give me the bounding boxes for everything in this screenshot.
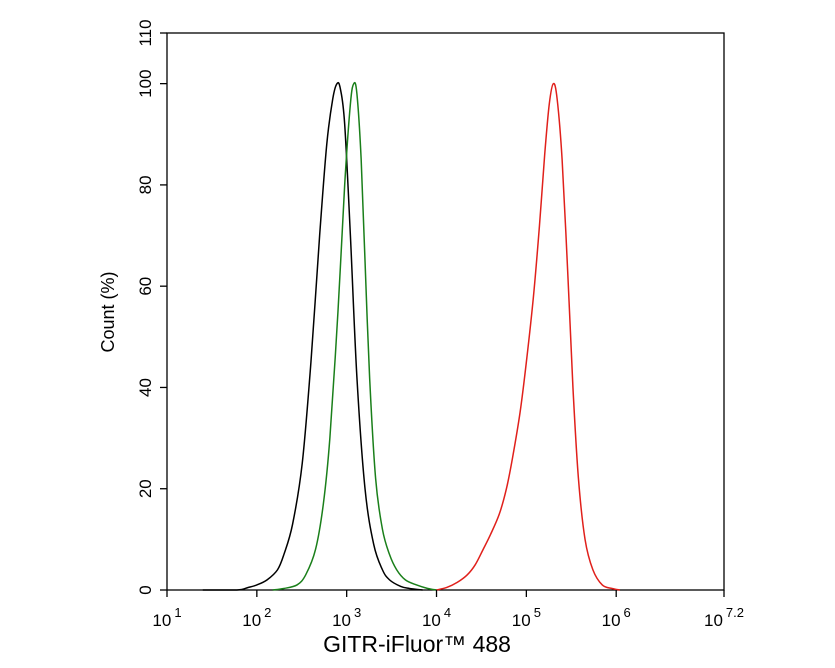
- series-line-2: [272, 81, 437, 591]
- y-axis-title: Count (%): [98, 271, 118, 352]
- series-line-3: [436, 82, 621, 591]
- x-tick-label: 10 6: [602, 605, 631, 630]
- x-axis: 10 1 10 2 10 3 10 4 10 5 10 6 10 7.2: [152, 590, 744, 630]
- y-axis: 0 20 40 60 80 100 110: [136, 19, 167, 595]
- x-tick-label: 10 7.2: [704, 605, 744, 630]
- y-tick-label: 60: [136, 277, 155, 296]
- x-tick-label: 10 3: [332, 605, 361, 630]
- y-tick-label: 20: [136, 479, 155, 498]
- y-tick-label: 0: [136, 585, 155, 594]
- y-tick-label: 100: [136, 69, 155, 97]
- series-layer: [202, 81, 621, 591]
- y-tick-label: 40: [136, 378, 155, 397]
- x-tick-label: 10 2: [242, 605, 271, 630]
- y-tick-label: 110: [136, 19, 155, 46]
- y-tick-label: 80: [136, 175, 155, 194]
- series-line-1: [202, 81, 423, 591]
- plot-frame: [166, 32, 725, 591]
- x-tick-label: 10 5: [512, 605, 541, 630]
- x-tick-label: 10 4: [422, 605, 451, 630]
- x-tick-label: 10 1: [152, 605, 181, 630]
- x-axis-title: GITR-iFluor™ 488: [323, 631, 511, 657]
